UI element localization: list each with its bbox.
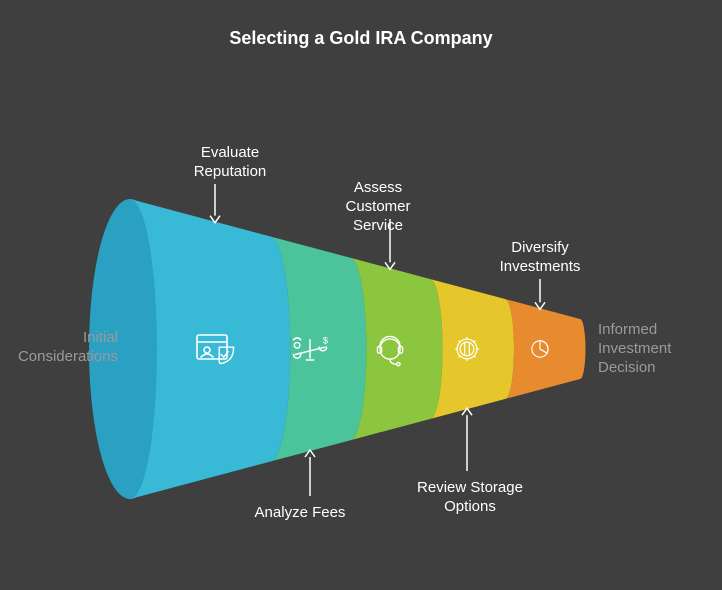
funnel-diagram: $ EvaluateReputation Analyze Fees AssessCu… bbox=[0, 49, 722, 589]
segment-label-3: Review StorageOptions bbox=[400, 479, 540, 517]
right-label: InformedInvestmentDecision bbox=[598, 321, 708, 377]
segment-label-2: AssessCustomerService bbox=[308, 179, 448, 235]
segment-label-4: DiversifyInvestments bbox=[470, 239, 610, 277]
segment-label-0: EvaluateReputation bbox=[160, 144, 300, 182]
funnel-segment-3 bbox=[430, 279, 514, 419]
funnel-segment-4 bbox=[505, 299, 585, 399]
page-title: Selecting a Gold IRA Company bbox=[0, 0, 722, 49]
funnel-end bbox=[575, 319, 586, 379]
svg-text:$: $ bbox=[323, 335, 328, 345]
left-label: InitialConsiderations bbox=[0, 329, 118, 367]
segment-label-1: Analyze Fees bbox=[230, 504, 370, 523]
